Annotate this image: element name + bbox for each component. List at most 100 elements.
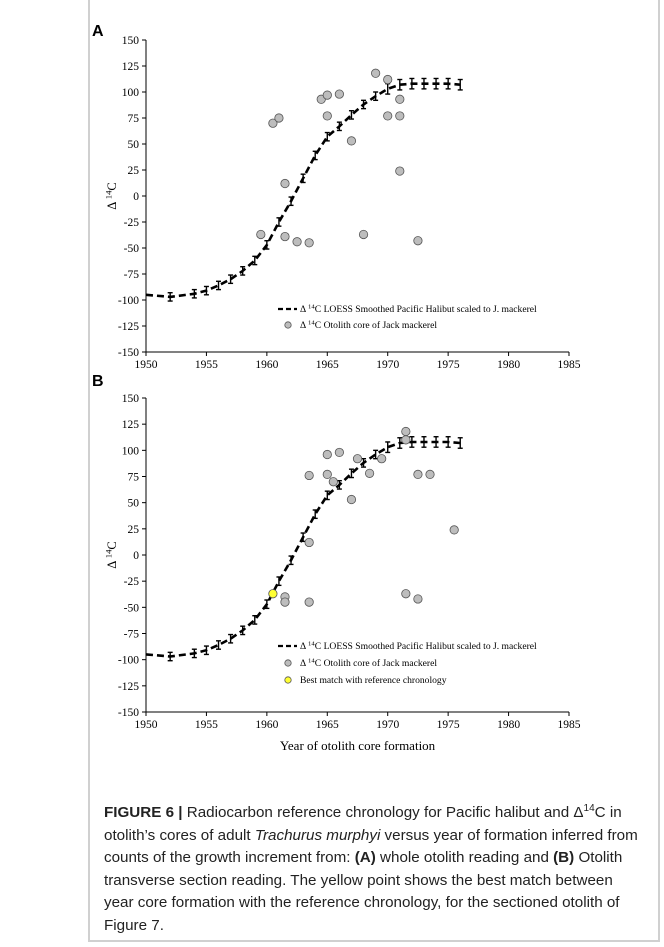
otolith-point (371, 68, 381, 78)
legend: Δ 14C LOESS Smoothed Pacific Halibut sca… (278, 304, 537, 331)
otolith-point (304, 537, 314, 548)
error-bar (409, 436, 415, 448)
otolith-point (401, 435, 411, 445)
error-bar (348, 110, 354, 120)
y-tick-label: 0 (133, 550, 139, 562)
caption-text-4: whole otolith reading and (375, 849, 554, 867)
x-tick-label: 1975 (437, 719, 460, 731)
otolith-point (395, 111, 405, 121)
y-tick-label: -50 (124, 243, 140, 255)
x-tick-label: 1955 (195, 359, 218, 371)
otolith-point (268, 118, 278, 128)
otolith-point (401, 589, 411, 599)
error-bar (288, 555, 294, 566)
error-bar (300, 173, 306, 184)
y-tick-label: 25 (128, 165, 140, 177)
caption-part-b: (B) (553, 849, 575, 867)
caption-text-2: C in otolith’s cores of adult (104, 804, 622, 844)
otolith-point (377, 454, 387, 464)
x-tick-label: 1985 (558, 719, 581, 731)
legend-entry: Δ 14C LOESS Smoothed Pacific Halibut sca… (300, 304, 537, 315)
y-tick-label: -75 (124, 269, 140, 281)
x-tick-label: 1960 (255, 719, 278, 731)
error-bar (397, 78, 403, 91)
otolith-point (395, 166, 405, 176)
otolith-point (304, 597, 314, 607)
error-bar (373, 91, 379, 102)
otolith-point (413, 236, 423, 246)
legend-point-swatch (284, 321, 292, 329)
figure-caption: FIGURE 6 | Radiocarbon reference chronol… (88, 778, 660, 942)
error-bar (324, 131, 330, 142)
x-tick-label: 1970 (376, 719, 399, 731)
error-bar (167, 651, 173, 662)
legend: Δ 14C LOESS Smoothed Pacific Halibut sca… (278, 641, 537, 686)
legend-entry: Best match with reference chronology (300, 675, 447, 686)
caption-text-1: Radiocarbon reference chronology for Pac… (182, 804, 584, 822)
otolith-point (280, 597, 290, 607)
otolith-point (364, 468, 375, 478)
caption-species: Trachurus murphyi (254, 826, 381, 844)
figure-frame (88, 0, 660, 779)
otolith-point (334, 447, 344, 458)
error-bar (288, 196, 294, 207)
y-tick-label: 50 (128, 498, 140, 510)
x-tick-label: 1965 (316, 719, 339, 731)
error-bar (445, 436, 451, 448)
caption-label: FIGURE 6 | (104, 804, 183, 822)
caption-text-5: Otolith transverse section reading. The … (104, 849, 623, 935)
loess-line (145, 82, 461, 299)
error-bar (457, 437, 463, 449)
otolith-point (358, 229, 369, 240)
legend-entry: Δ 14C Otolith core of Jack mackerel (300, 320, 437, 331)
otolith-point (280, 231, 290, 242)
otolith-point (449, 525, 459, 535)
error-bar (324, 490, 330, 501)
otolith-point (292, 237, 302, 247)
legend-entry: Δ 14C Otolith core of Jack mackerel (300, 658, 437, 669)
y-tick-label: 0 (133, 191, 139, 203)
error-bar (191, 288, 197, 299)
x-tick-label: 1975 (437, 359, 460, 371)
error-bar (433, 77, 439, 90)
y-tick-label: 100 (122, 445, 140, 457)
otolith-point (346, 494, 357, 505)
y-tick-label: -125 (118, 681, 139, 693)
error-bar (397, 437, 403, 449)
error-bar (409, 77, 415, 90)
otolith-point (383, 111, 393, 121)
y-tick-label: -150 (118, 707, 139, 719)
error-bar (361, 99, 367, 110)
figure-6: A1501251007550250-25-50-75-100-125-15019… (92, 23, 581, 753)
otolith-point (322, 449, 332, 460)
x-tick-label: 1965 (316, 359, 339, 371)
x-tick-label: 1985 (558, 359, 581, 371)
error-bar (216, 280, 222, 291)
error-bar (276, 217, 282, 227)
y-axis-label: Δ 14C (104, 182, 119, 210)
error-bar (203, 285, 209, 296)
legend-point-swatch (284, 676, 292, 684)
error-bar (276, 576, 282, 587)
y-tick-label: 25 (128, 524, 140, 536)
y-tick-label: 125 (122, 419, 140, 431)
error-bar (216, 640, 222, 650)
caption-superscript: 14 (583, 803, 595, 814)
error-bar (252, 255, 258, 266)
y-tick-label: 150 (122, 35, 140, 47)
error-bar (421, 436, 427, 448)
error-bar (203, 645, 209, 656)
otolith-point (322, 469, 332, 480)
y-tick-label: -125 (118, 321, 139, 333)
y-tick-label: 50 (128, 139, 140, 151)
error-bar (385, 441, 391, 454)
otolith-point (322, 90, 332, 100)
error-bar (312, 509, 318, 520)
legend-point-swatch (284, 659, 292, 667)
error-bar (264, 240, 270, 250)
error-bar (336, 121, 342, 132)
otolith-point (352, 454, 363, 464)
error-bar (264, 599, 270, 610)
error-bar (240, 625, 246, 636)
x-tick-label: 1960 (255, 359, 278, 371)
